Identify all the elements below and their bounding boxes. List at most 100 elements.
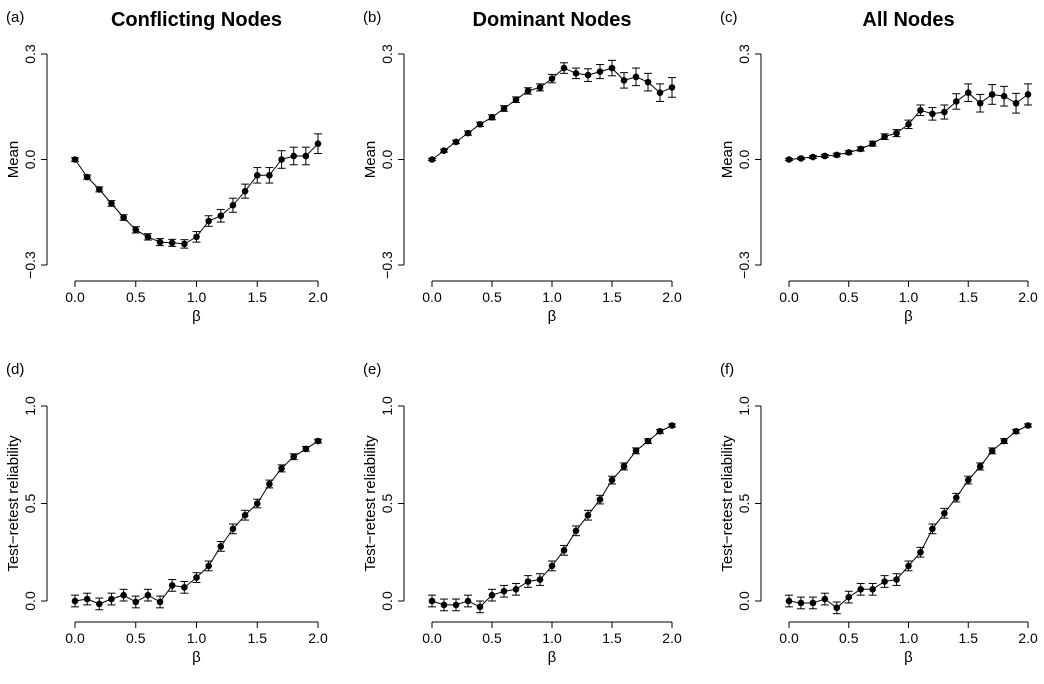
data-point: [596, 68, 604, 75]
y-axis-label: Mean: [719, 141, 736, 179]
data-point: [656, 89, 664, 96]
data-point: [821, 595, 829, 603]
data-point: [181, 584, 188, 591]
x-axis-label: β: [904, 308, 913, 325]
data-point: [536, 84, 544, 91]
y-tick-label: 1.0: [736, 396, 752, 416]
data-point: [229, 201, 237, 209]
y-tick-label: 0.0: [379, 591, 395, 611]
x-tick-label: 1.5: [959, 630, 979, 646]
y-tick-label: 0.0: [736, 150, 752, 170]
data-point: [132, 226, 140, 234]
x-tick-label: 1.0: [899, 630, 919, 646]
data-point: [845, 593, 853, 601]
data-point: [668, 422, 676, 429]
data-point: [785, 156, 793, 163]
data-point: [905, 562, 912, 570]
data-point: [464, 129, 472, 137]
data-point: [229, 525, 237, 533]
data-point: [917, 106, 924, 114]
data-point: [452, 138, 460, 146]
data-point: [314, 140, 322, 147]
panel-tag: (f): [720, 361, 734, 378]
x-axis-label: β: [904, 649, 913, 666]
data-point: [168, 582, 176, 589]
data-point: [620, 463, 628, 470]
y-tick-label: −0.3: [379, 251, 395, 279]
data-point: [71, 156, 79, 163]
x-tick-label: 1.5: [602, 630, 622, 646]
data-point: [821, 152, 829, 160]
data-point: [809, 153, 817, 161]
data-point: [512, 96, 520, 104]
panel-a: (a) Conflicting Nodes −0.3 0.0 0.3 0.0 0.5 1.0 1…: [5, 9, 328, 325]
y-tick-label: −0.3: [22, 251, 38, 279]
x-tick-label: 2.0: [1018, 630, 1038, 646]
panel-c: (c) All Nodes −0.3 0.0 0.3 0.0 0.5 1.0 1.5 2.0 β Me…: [719, 9, 1038, 325]
data-point: [181, 240, 188, 248]
data-point: [290, 453, 298, 461]
x-tick-label: 2.0: [1018, 289, 1038, 305]
data-point: [144, 233, 152, 241]
data-point: [572, 527, 580, 535]
y-tick-label: 1.0: [379, 396, 395, 416]
data-point: [96, 186, 103, 193]
data-point: [193, 574, 200, 581]
x-axis-label: β: [548, 649, 557, 666]
panel-title: Dominant Nodes: [473, 9, 632, 31]
x-tick-label: 0.0: [65, 289, 85, 305]
data-point: [253, 500, 261, 507]
data-point: [132, 598, 140, 606]
x-tick-label: 0.5: [482, 630, 502, 646]
data-point: [452, 601, 460, 609]
x-tick-label: 1.0: [899, 289, 919, 305]
y-tick-label: 0.0: [22, 150, 38, 170]
x-tick-label: 1.5: [959, 289, 979, 305]
data-point: [668, 84, 676, 91]
data-point: [869, 140, 876, 147]
data-point: [797, 599, 805, 607]
panel-tag: (a): [6, 9, 24, 26]
x-tick-label: 0.0: [779, 289, 799, 305]
y-tick-label: 0.5: [379, 494, 395, 514]
data-point: [440, 601, 448, 609]
panel-d: (d) 0.0 0.5 1.0 0.0 0.5 1.0 1.5 2.0 β Test−retest …: [5, 361, 328, 666]
x-axis-label: β: [192, 649, 201, 666]
x-tick-label: 1.5: [248, 289, 268, 305]
data-point: [893, 129, 900, 137]
data-point: [976, 463, 984, 470]
panel-title: All Nodes: [862, 9, 954, 31]
panel-b: (b) Dominant Nodes −0.3 0.0 0.3 0.0 0.5 1.0 1.5 2…: [362, 9, 682, 325]
data-point: [1012, 99, 1020, 107]
x-tick-label: 0.5: [126, 289, 146, 305]
data-point: [964, 476, 972, 484]
x-tick-label: 0.5: [482, 289, 502, 305]
y-tick-label: 0.5: [22, 494, 38, 514]
x-tick-label: 0.0: [422, 289, 442, 305]
data-point: [476, 121, 484, 128]
data-point: [988, 447, 996, 455]
data-point: [893, 576, 900, 583]
x-tick-label: 0.5: [126, 630, 146, 646]
x-tick-label: 2.0: [662, 289, 682, 305]
data-point: [205, 562, 212, 570]
data-point: [524, 87, 532, 95]
data-point: [1012, 428, 1020, 435]
data-point: [488, 591, 496, 599]
data-point: [560, 64, 568, 72]
data-point: [644, 437, 652, 445]
data-point: [266, 480, 273, 488]
x-tick-label: 2.0: [308, 630, 328, 646]
data-point: [156, 598, 164, 606]
data-point: [314, 437, 322, 445]
data-point: [809, 599, 817, 607]
y-axis-label: Test−retest reliability: [362, 435, 379, 572]
data-point: [108, 595, 115, 603]
data-point: [83, 173, 91, 181]
x-axis-label: β: [548, 308, 557, 325]
y-axis-label: Mean: [5, 141, 22, 179]
y-tick-label: 0.0: [736, 591, 752, 611]
data-point: [1024, 91, 1032, 98]
data-point: [797, 155, 805, 162]
data-point: [632, 73, 640, 81]
